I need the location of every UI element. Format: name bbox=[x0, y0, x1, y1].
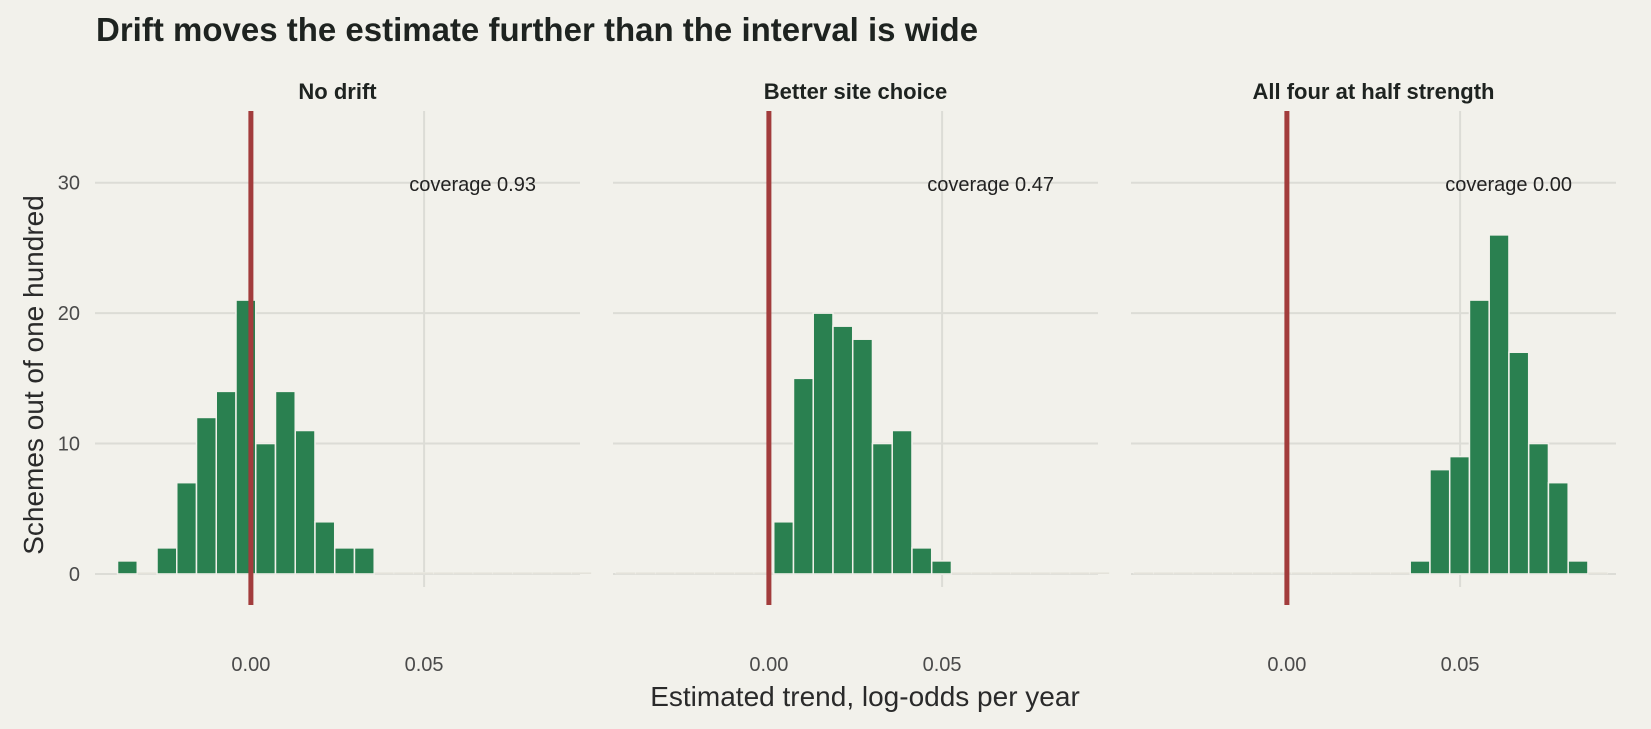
histogram-bar bbox=[393, 572, 414, 575]
histogram-bar bbox=[1030, 572, 1051, 575]
histogram-bar bbox=[195, 416, 217, 575]
histogram-bar bbox=[294, 429, 316, 575]
x-tick-label: 0.00 bbox=[749, 654, 788, 676]
histogram-bar bbox=[137, 572, 158, 575]
y-tick-label: 20 bbox=[58, 303, 80, 325]
panel-strip-label: No drift bbox=[298, 79, 377, 104]
histogram-bar bbox=[1350, 572, 1371, 575]
panel-3: All four at half strength coverage 0.00 0.… bbox=[1131, 79, 1616, 676]
histogram-bar bbox=[1448, 455, 1471, 575]
histogram-bar bbox=[1010, 572, 1031, 575]
coverage-annotation: coverage 0.47 bbox=[927, 174, 1054, 196]
histogram-bar bbox=[714, 572, 735, 575]
histogram-bar bbox=[254, 442, 277, 575]
histogram-bar bbox=[990, 572, 1011, 575]
histogram-bar bbox=[512, 572, 533, 575]
histogram-bar bbox=[531, 572, 553, 575]
histogram-bar bbox=[674, 572, 696, 575]
histogram-bar bbox=[694, 572, 715, 575]
histogram-bar bbox=[116, 560, 139, 575]
histogram-bar bbox=[176, 481, 198, 575]
coverage-annotation: coverage 0.93 bbox=[409, 174, 536, 196]
histogram-bar bbox=[930, 560, 953, 575]
coverage-annotation: coverage 0.00 bbox=[1445, 174, 1572, 196]
panel-strip-label: All four at half strength bbox=[1253, 79, 1495, 104]
histogram-bar bbox=[812, 312, 834, 575]
panel-bars bbox=[1133, 234, 1608, 575]
histogram-bar bbox=[1192, 572, 1214, 575]
panel-2: Better site choice coverage 0.47 0.00 0.05 bbox=[613, 79, 1110, 676]
histogram-bar bbox=[1547, 481, 1569, 575]
panel-strip-label: Better site choice bbox=[764, 79, 947, 104]
histogram-bar bbox=[635, 572, 656, 575]
histogram-bar bbox=[1049, 572, 1071, 575]
histogram-bar bbox=[1212, 572, 1233, 575]
histogram-bar bbox=[891, 429, 913, 575]
histogram-bar bbox=[1089, 572, 1110, 575]
histogram-bar bbox=[156, 547, 178, 575]
histogram-bar bbox=[1252, 572, 1273, 575]
histogram-bar bbox=[734, 572, 755, 575]
panel-1: No drift coverage 0.93 0.00 0.05 bbox=[95, 79, 592, 676]
chart-title: Drift moves the estimate further than th… bbox=[96, 11, 978, 48]
histogram-bar bbox=[772, 521, 795, 575]
histogram-bar bbox=[274, 390, 296, 575]
histogram-bar bbox=[353, 547, 375, 575]
histogram-bar bbox=[911, 547, 933, 575]
histogram-bar bbox=[314, 521, 336, 575]
histogram-bar bbox=[571, 572, 592, 575]
panel-bars bbox=[615, 312, 1110, 575]
histogram-bar bbox=[1232, 572, 1253, 575]
histogram-bar bbox=[452, 572, 474, 575]
histogram-bar bbox=[1488, 234, 1510, 575]
histogram-bar bbox=[1409, 560, 1431, 575]
histogram-bar bbox=[215, 390, 237, 575]
histogram-bar bbox=[1587, 572, 1608, 575]
y-axis-label: Schemes out of one hundred bbox=[18, 195, 49, 555]
histogram-bar bbox=[472, 572, 493, 575]
histogram-bar bbox=[792, 377, 814, 575]
histogram-bar bbox=[433, 572, 454, 575]
histogram-bar bbox=[1311, 572, 1332, 575]
x-axis-label: Estimated trend, log-odds per year bbox=[650, 681, 1080, 712]
histogram-bar bbox=[832, 325, 854, 575]
histogram-bar bbox=[1567, 560, 1589, 575]
y-axis-ticks: 0 10 20 30 bbox=[58, 173, 80, 586]
histogram-bar bbox=[492, 572, 513, 575]
y-tick-label: 10 bbox=[58, 434, 80, 456]
y-tick-label: 0 bbox=[69, 564, 80, 586]
histogram-bar bbox=[871, 442, 893, 575]
histogram-bar bbox=[1069, 572, 1090, 575]
y-tick-label: 30 bbox=[58, 173, 80, 195]
histogram-bar bbox=[373, 572, 395, 575]
histogram-bar bbox=[1468, 299, 1490, 575]
panel-bars bbox=[116, 299, 592, 575]
histogram-bar bbox=[1370, 572, 1391, 575]
histogram-bar bbox=[851, 338, 874, 575]
histogram-bar bbox=[1173, 572, 1194, 575]
histogram-bar bbox=[1153, 572, 1174, 575]
histogram-bar bbox=[413, 572, 434, 575]
x-tick-label: 0.05 bbox=[1441, 654, 1480, 676]
histogram-bar bbox=[1527, 442, 1550, 575]
x-tick-label: 0.05 bbox=[923, 654, 962, 676]
histogram-bar bbox=[1429, 468, 1451, 575]
histogram-bar bbox=[615, 572, 636, 575]
histogram-bar bbox=[551, 572, 572, 575]
histogram-bar bbox=[655, 572, 676, 575]
histogram-bar bbox=[951, 572, 972, 575]
histogram-bar bbox=[970, 572, 992, 575]
histogram-bar bbox=[333, 547, 356, 575]
histogram-bar bbox=[1390, 572, 1411, 575]
x-tick-label: 0.05 bbox=[405, 654, 444, 676]
x-tick-label: 0.00 bbox=[231, 654, 270, 676]
histogram-bar bbox=[1133, 572, 1154, 575]
histogram-bar bbox=[1330, 572, 1352, 575]
histogram-bar bbox=[1508, 351, 1530, 575]
x-tick-label: 0.00 bbox=[1267, 654, 1306, 676]
histogram-bar bbox=[1291, 572, 1312, 575]
